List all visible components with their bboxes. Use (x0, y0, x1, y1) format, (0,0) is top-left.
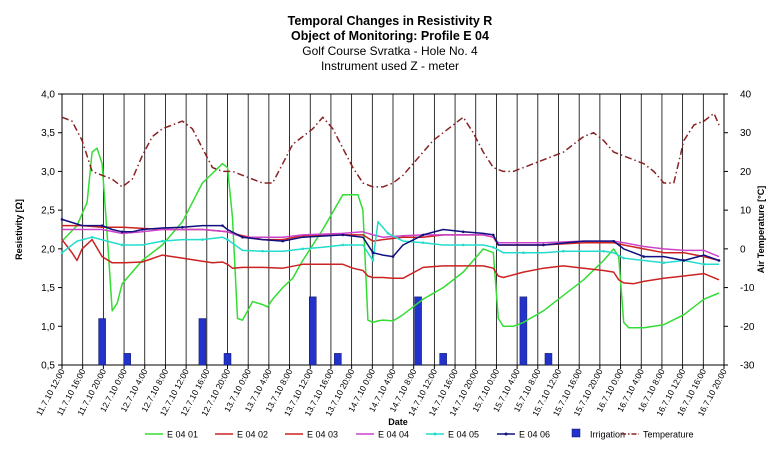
irrigation-bar (123, 353, 131, 366)
data-point-e-04-05 (421, 241, 425, 244)
data-point-e-04-06 (120, 230, 124, 234)
data-point-e-04-06 (181, 225, 184, 229)
data-point-e-04-06 (642, 255, 646, 258)
irrigation-bar (439, 353, 447, 366)
data-point-e-04-05 (702, 263, 706, 266)
y2-tick-label: 20 (740, 167, 752, 178)
data-point-e-04-06 (542, 243, 545, 247)
chart-subtitle-3: Instrument used Z - meter (320, 59, 460, 73)
legend-label: Irrigation (590, 430, 625, 440)
data-point-e-04-05 (90, 235, 94, 239)
data-point-e-04-05 (522, 251, 525, 255)
irrigation-bar (544, 353, 553, 366)
legend-swatch-dot (504, 432, 508, 436)
chart-subtitle-1: Object of Monitoring: Profile E 04 (291, 29, 489, 43)
series-line-e-04-01 (61, 147, 720, 329)
data-point-e-04-06 (241, 235, 244, 239)
y-axis-label: Resistivity [Ω] (14, 199, 24, 260)
data-point-e-04-05 (261, 249, 264, 253)
y2-tick-label: 10 (740, 206, 752, 217)
series-line-e-04-05 (61, 221, 719, 266)
y2-tick-label: -10 (740, 283, 755, 294)
data-point-e-04-05 (386, 232, 390, 235)
legend-label: E 04 03 (307, 430, 338, 440)
data-point-e-04-05 (341, 243, 345, 247)
data-point-e-04-05 (60, 251, 64, 255)
data-point-e-04-05 (622, 256, 625, 260)
legend-label: E 04 02 (237, 430, 268, 440)
irrigation-bar (198, 318, 207, 366)
data-point-e-04-06 (461, 230, 465, 234)
data-point-e-04-05 (461, 243, 465, 247)
data-point-e-04-05 (562, 249, 565, 253)
irrigation-bar (334, 353, 342, 366)
y-tick-label: 1,5 (41, 283, 55, 294)
y2-tick-label: 30 (740, 128, 752, 139)
y-tick-label: 3,5 (41, 128, 55, 139)
legend-swatch-irrigation (571, 428, 581, 438)
legend-box (140, 427, 680, 441)
y-tick-label: 2,0 (41, 244, 55, 255)
y-tick-label: 4,0 (41, 90, 55, 101)
irrigation-bar (98, 318, 106, 366)
irrigation-bar (519, 296, 528, 366)
data-point-e-04-06 (371, 251, 375, 255)
data-point-e-04-06 (140, 228, 144, 231)
data-point-e-04-06 (492, 233, 495, 237)
y2-tick-label: 40 (740, 90, 752, 101)
legend-label: E 04 05 (448, 430, 479, 440)
y-tick-label: 3,0 (41, 167, 55, 178)
title-block: Temporal Changes in Resistivity R Object… (0, 14, 780, 74)
irrigation-bar (414, 296, 422, 366)
data-point-e-04-05 (371, 259, 375, 262)
legend-swatch-dot (433, 432, 437, 436)
y2-tick-label: 0 (740, 244, 746, 255)
y2-tick-label: -30 (740, 361, 755, 372)
legend-label: E 04 04 (378, 430, 409, 440)
data-point-e-04-06 (60, 218, 64, 221)
data-point-e-04-05 (226, 238, 229, 241)
data-point-e-04-05 (301, 247, 305, 251)
y-tick-label: 1,0 (41, 322, 55, 333)
data-point-e-04-06 (391, 255, 395, 258)
data-point-e-04-06 (612, 239, 615, 243)
data-point-e-04-06 (682, 259, 686, 262)
chart-subtitle-2: Golf Course Svratka - Hole No. 4 (302, 44, 478, 58)
chart-title: Temporal Changes in Resistivity R (287, 14, 493, 28)
data-point-e-04-06 (221, 224, 224, 227)
data-point-e-04-05 (492, 246, 495, 249)
legend-label: E 04 06 (519, 430, 550, 440)
irrigation-bar (223, 353, 232, 366)
legend-label: Temperature (643, 430, 694, 440)
data-point-e-04-05 (120, 243, 124, 247)
irrigation-bar (309, 296, 317, 366)
series-line-temperature (61, 112, 720, 188)
data-point-e-04-05 (662, 261, 666, 265)
series-line-e-04-02 (61, 238, 720, 285)
data-point-e-04-06 (341, 233, 345, 237)
data-point-e-04-06 (421, 233, 425, 237)
legend: E 04 01 E 04 02 E 04 03 E 04 04 E 04 05 E 04 … (140, 427, 694, 441)
data-point-e-04-06 (717, 259, 721, 262)
data-point-e-04-05 (201, 238, 204, 241)
y-tick-label: 2,5 (41, 206, 55, 217)
y-tick-label: 0,5 (41, 361, 55, 372)
data-point-e-04-05 (161, 239, 164, 243)
y2-tick-label: -20 (740, 322, 755, 333)
legend-label: E 04 01 (167, 430, 198, 440)
data-point-e-04-06 (281, 239, 284, 243)
data-point-e-04-05 (602, 249, 605, 253)
data-point-e-04-06 (100, 224, 104, 227)
y2-axis-label: Air Temperature [°C] (756, 186, 766, 273)
x-axis-label: Date (388, 417, 408, 427)
